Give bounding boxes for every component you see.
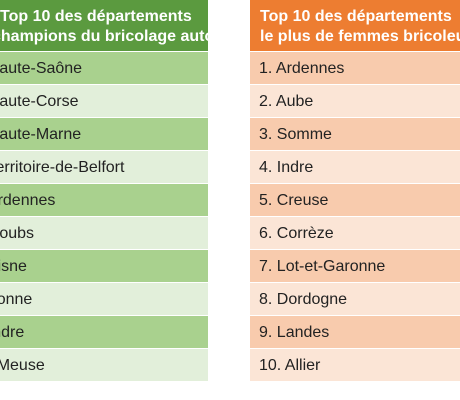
table-row: 6. Doubs: [0, 216, 208, 249]
table-row: 4. Territoire-de-Belfort: [0, 150, 208, 183]
right-row-5: 5. Creuse: [259, 192, 329, 209]
table-row: 3. Somme: [250, 117, 460, 150]
left-row-1: 1. Haute-Saône: [0, 60, 83, 77]
left-row-4: 4. Territoire-de-Belfort: [0, 159, 125, 176]
table-row: 10. Allier: [250, 348, 460, 381]
table-row: 5. Ardennes: [0, 183, 208, 216]
left-row-9: 9. Indre: [0, 324, 25, 341]
left-row-3: 3. Haute-Marne: [0, 126, 82, 143]
left-table-header: Top 10 des départements champions du bri…: [0, 0, 215, 51]
left-table: Top 10 des départements champions du bri…: [0, 0, 215, 381]
left-header-line2: champions du bricolage auto: [0, 28, 215, 45]
right-row-7: 7. Lot-et-Garonne: [259, 258, 386, 275]
right-row-1: 1. Ardennes: [259, 60, 345, 77]
table-row: 2. Aube: [250, 84, 460, 117]
right-row-9: 9. Landes: [259, 324, 330, 341]
table-row: 9. Landes: [250, 315, 460, 348]
left-row-10: 10. Meuse: [0, 357, 45, 374]
table-row: 4. Indre: [250, 150, 460, 183]
table-row: 1. Haute-Saône: [0, 51, 208, 84]
left-row-8: 8. Yonne: [0, 291, 33, 308]
table-row: 7. Lot-et-Garonne: [250, 249, 460, 282]
right-row-10: 10. Allier: [259, 357, 321, 374]
table-row: 9. Indre: [0, 315, 208, 348]
right-row-8: 8. Dordogne: [259, 291, 348, 308]
right-row-3: 3. Somme: [259, 126, 332, 143]
table-row: 1. Ardennes: [250, 51, 460, 84]
table-row: 5. Creuse: [250, 183, 460, 216]
left-row-7: 7. Aisne: [0, 258, 27, 275]
right-header-line1: Top 10 des départements: [260, 8, 452, 25]
table-row: 8. Yonne: [0, 282, 208, 315]
table-row: 8. Dordogne: [250, 282, 460, 315]
right-header-line2: le plus de femmes bricoleuses: [260, 28, 460, 45]
table-row: 6. Corrèze: [250, 216, 460, 249]
right-row-4: 4. Indre: [259, 159, 314, 176]
left-row-6: 6. Doubs: [0, 225, 35, 242]
table-row: 7. Aisne: [0, 249, 208, 282]
table-row: 10. Meuse: [0, 348, 208, 381]
right-table: Top 10 des départements le plus de femme…: [250, 0, 460, 381]
right-row-2: 2. Aube: [259, 93, 314, 110]
table-row: 3. Haute-Marne: [0, 117, 208, 150]
right-row-6: 6. Corrèze: [259, 225, 334, 242]
table-row: 2. Haute-Corse: [0, 84, 208, 117]
left-row-5: 5. Ardennes: [0, 192, 56, 209]
left-header-line1: Top 10 des départements: [0, 8, 192, 25]
left-row-2: 2. Haute-Corse: [0, 93, 79, 110]
right-table-header: Top 10 des départements le plus de femme…: [250, 0, 460, 51]
